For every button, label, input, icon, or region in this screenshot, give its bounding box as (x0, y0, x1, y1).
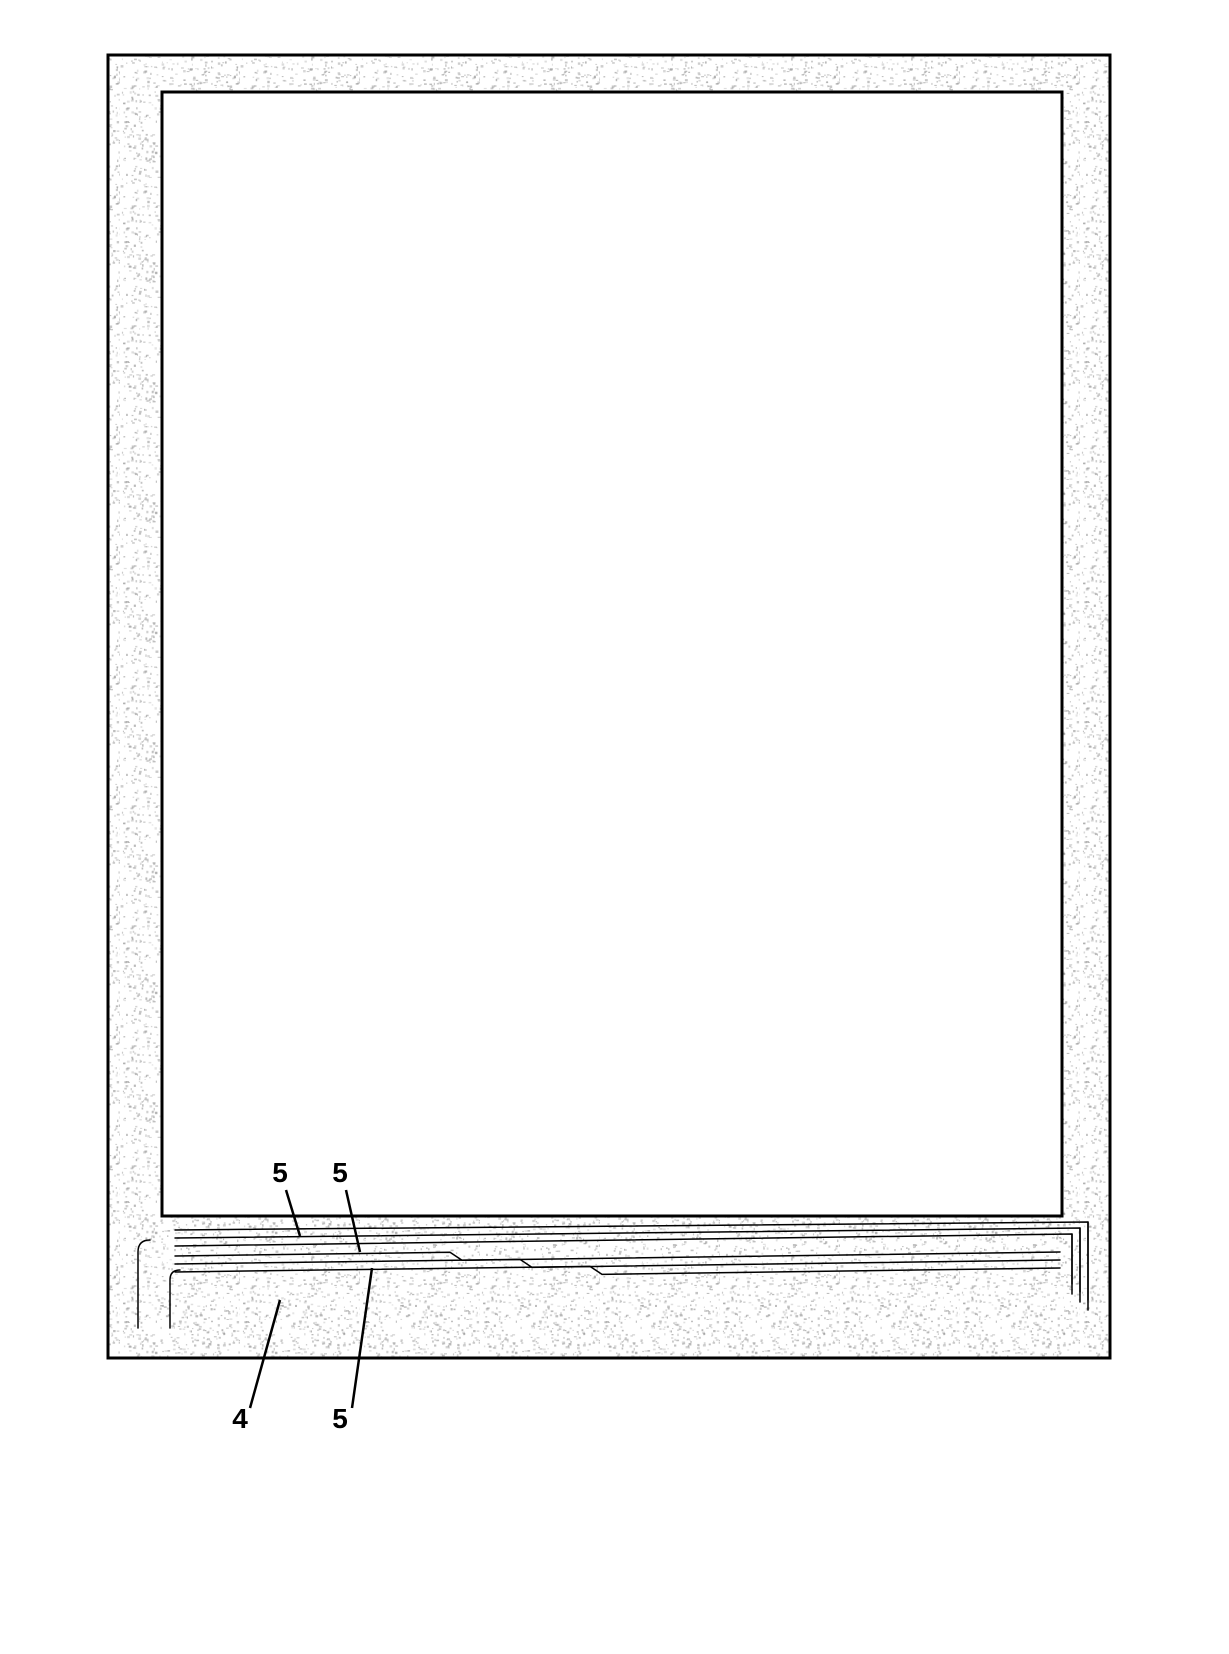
label-lbl5c: 5 (332, 1403, 348, 1434)
inner-panel (162, 92, 1062, 1216)
label-lbl5a: 5 (272, 1157, 288, 1188)
label-lbl5b: 5 (332, 1157, 348, 1188)
label-lbl4: 4 (232, 1403, 248, 1434)
patent-figure: 5 5 4 5 (0, 0, 1229, 1654)
